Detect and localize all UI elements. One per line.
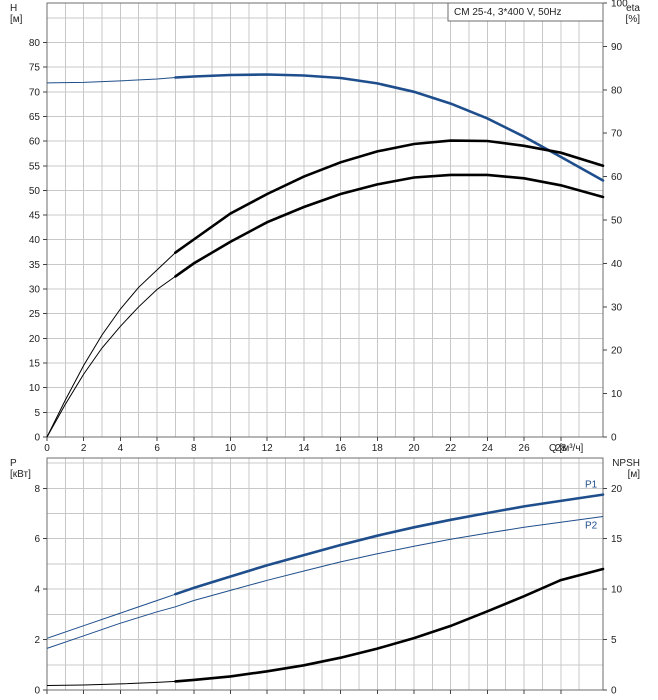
top-y2-tick-label: 30 <box>611 302 623 313</box>
top-plot-frame <box>46 2 604 438</box>
top-y-tick-label: 20 <box>29 334 41 345</box>
bottom-series-1-line <box>46 516 604 649</box>
top-y2-tick-label: 60 <box>611 172 623 183</box>
bottom-series-0-line <box>46 494 604 639</box>
bottom-y2-tick-label: 0 <box>611 686 617 697</box>
x-axis-label: Q [м³/ч] <box>549 443 584 454</box>
top-y2-tick-label: 70 <box>611 129 623 140</box>
series-label-p1: P1 <box>585 480 598 491</box>
top-y-tick-label: 5 <box>34 408 40 419</box>
x-tick-label: 16 <box>335 443 347 454</box>
x-tick-label: 10 <box>225 443 237 454</box>
top-y2-tick-label: 100 <box>611 0 628 10</box>
top-y2-tick-label: 80 <box>611 85 623 96</box>
chart-title: CM 25-4, 3*400 V, 50Hz <box>454 7 561 18</box>
top-y2-tick-label: 20 <box>611 346 623 357</box>
bottom-series-2-line <box>46 568 604 686</box>
top-series-2-operating-range <box>174 173 605 278</box>
top-y-tick-label: 65 <box>29 112 41 123</box>
head-efficiency-panel: 0510152025303540455055606570758001020304… <box>10 0 640 454</box>
top-y-axis-label: H [м] <box>10 3 23 25</box>
top-y-tick-label: 75 <box>29 63 41 74</box>
top-y-tick-label: 15 <box>29 359 41 370</box>
bottom-y2-axis-label: NPSH [м] <box>612 458 640 480</box>
top-y-tick-label: 30 <box>29 285 41 296</box>
top-y-tick-label: 10 <box>29 383 41 394</box>
bottom-y2-tick-label: 5 <box>611 635 617 646</box>
x-tick-label: 22 <box>445 443 457 454</box>
top-y-tick-label: 70 <box>29 87 41 98</box>
x-tick-label: 6 <box>154 443 160 454</box>
x-tick-label: 8 <box>191 443 197 454</box>
top-y-tick-label: 55 <box>29 161 41 172</box>
bottom-series-2-operating-range <box>174 567 605 683</box>
bottom-y-tick-label: 8 <box>34 484 40 495</box>
bottom-series-0-operating-range <box>174 493 605 596</box>
top-y-tick-label: 80 <box>29 38 41 49</box>
x-tick-label: 12 <box>262 443 274 454</box>
bottom-y-tick-label: 0 <box>34 686 40 697</box>
top-y-tick-label: 40 <box>29 235 41 246</box>
bottom-y2-tick-label: 15 <box>611 534 623 545</box>
top-y-tick-label: 45 <box>29 211 41 222</box>
bottom-y-tick-label: 6 <box>34 534 40 545</box>
top-y-tick-label: 60 <box>29 137 41 148</box>
x-tick-label: 28 <box>555 443 567 454</box>
top-y2-tick-label: 40 <box>611 259 623 270</box>
top-series-2-line <box>46 174 604 438</box>
top-y2-tick-label: 90 <box>611 42 623 53</box>
top-y-tick-label: 50 <box>29 186 41 197</box>
x-tick-label: 14 <box>298 443 310 454</box>
x-tick-label: 4 <box>118 443 124 454</box>
top-series-1-operating-range <box>174 139 605 254</box>
bottom-y-tick-label: 2 <box>34 635 40 646</box>
bottom-plot-frame <box>46 457 604 691</box>
top-y2-tick-label: 50 <box>611 216 623 227</box>
x-tick-label: 2 <box>81 443 87 454</box>
top-series-0-operating-range <box>174 73 605 182</box>
top-y-tick-label: 25 <box>29 309 41 320</box>
title-box <box>447 2 604 22</box>
series-label-p2: P2 <box>585 521 598 532</box>
x-tick-label: 24 <box>482 443 494 454</box>
top-y-tick-label: 35 <box>29 260 41 271</box>
bottom-y2-tick-label: 10 <box>611 585 623 596</box>
bottom-y-tick-label: 4 <box>34 585 40 596</box>
power-npsh-panel: 0 2 4 6 8 0 5 10 15 20 P [кВт] NPSH [м] P1 P2 <box>10 457 640 697</box>
x-tick-label: 20 <box>408 443 420 454</box>
bottom-y-axis-label: P [кВт] <box>10 458 31 480</box>
top-y2-tick-label: 0 <box>611 433 617 444</box>
bottom-y2-tick-label: 20 <box>611 484 623 495</box>
x-tick-label: 26 <box>519 443 531 454</box>
top-y2-tick-label: 10 <box>611 389 623 400</box>
top-series-0-line <box>46 73 604 181</box>
top-y2-axis-label: eta [%] <box>626 3 641 25</box>
x-tick-label: 0 <box>44 443 50 454</box>
top-y-tick-label: 0 <box>34 433 40 444</box>
x-tick-label: 18 <box>372 443 384 454</box>
